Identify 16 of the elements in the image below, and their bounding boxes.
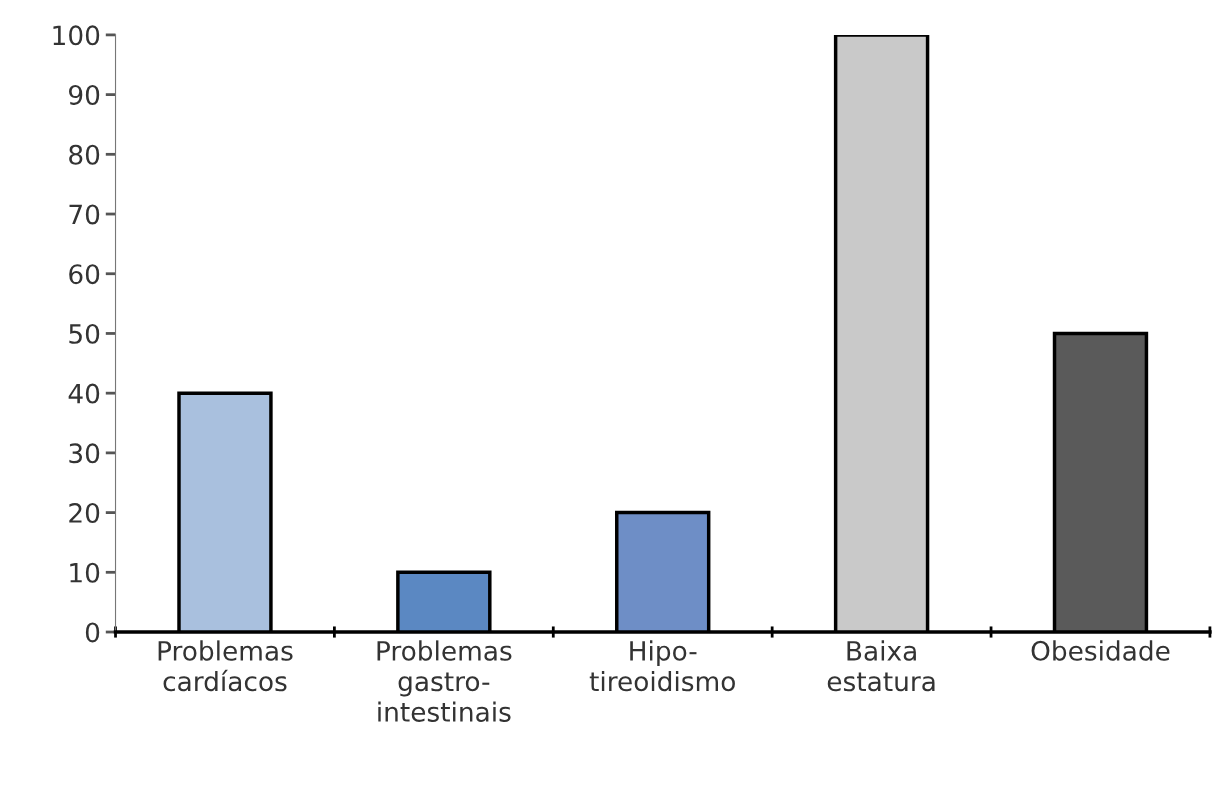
x-tick-label: Obesidade — [1031, 640, 1170, 661]
y-tick-label: 70 — [69, 204, 100, 225]
y-tick-label: 0 — [85, 622, 100, 643]
x-tick-label: Problemas cardíacos — [158, 640, 293, 692]
x-tick-label: Hipo- tireoidismo — [589, 640, 735, 692]
y-tick-label: 30 — [69, 443, 100, 464]
y-tick-label: 60 — [69, 264, 100, 285]
y-tick-label: 10 — [70, 562, 100, 583]
y-tick-label: 50 — [69, 323, 100, 344]
y-tick-label: 100 — [53, 25, 100, 46]
x-tick-label: Baixa estatura — [827, 640, 935, 692]
y-tick-label: 20 — [69, 503, 100, 523]
y-tick-label: 40 — [68, 383, 100, 404]
y-tick-label: 80 — [69, 144, 100, 165]
y-tick-label: 90 — [69, 85, 100, 106]
x-tick-label: Problemas gastro- intestinais — [377, 640, 512, 722]
